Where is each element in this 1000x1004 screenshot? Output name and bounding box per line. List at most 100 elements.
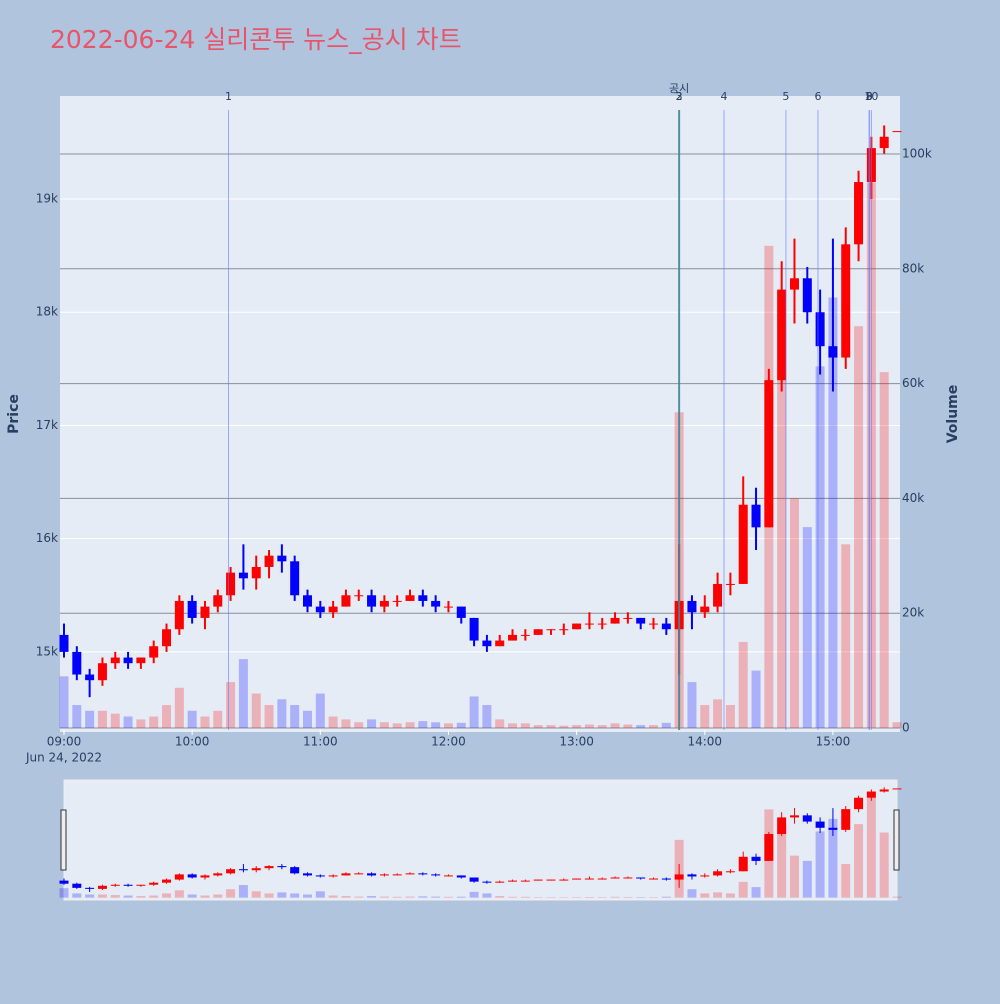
candle-body: [611, 618, 620, 624]
mini-candle: [726, 871, 735, 872]
candle-body: [508, 635, 517, 641]
mini-candle: [675, 874, 684, 879]
volume-bar: [662, 723, 671, 728]
mini-candle: [534, 880, 543, 881]
mini-candle: [482, 882, 491, 883]
mini-candle: [393, 874, 402, 875]
candle-body: [213, 595, 222, 606]
candle-body: [200, 607, 209, 618]
mini-candle: [816, 822, 825, 828]
volume-bar: [636, 725, 645, 728]
candle-body: [303, 595, 312, 606]
mini-candle: [175, 874, 184, 879]
y2-tick-label: 80k: [902, 261, 924, 275]
volume-bar: [431, 722, 440, 728]
y2-axis-title: Volume: [945, 385, 961, 444]
mini-volume-bar: [649, 897, 658, 898]
mini-volume-bar: [239, 885, 248, 898]
mini-candle: [98, 886, 107, 889]
candle-body: [636, 618, 645, 624]
candle-body: [521, 635, 530, 636]
candle-body: [316, 607, 325, 613]
volume-bar: [546, 725, 555, 728]
volume-bar: [406, 722, 415, 728]
mini-candle: [854, 798, 863, 809]
volume-bar: [572, 725, 581, 728]
volume-bar: [534, 725, 543, 728]
x-tick-label: 13:00: [559, 735, 594, 749]
candle-body: [85, 675, 94, 681]
mini-volume-bar: [316, 891, 325, 897]
volume-bar: [482, 705, 491, 728]
volume-bar: [854, 326, 863, 728]
mini-candle: [546, 880, 555, 881]
mini-candle: [662, 879, 671, 880]
candle-body: [495, 641, 504, 647]
candle-body: [239, 573, 248, 579]
mini-candle: [713, 871, 722, 875]
mini-volume-bar: [149, 896, 158, 898]
candle-body: [649, 624, 658, 625]
mini-candle: [893, 788, 902, 789]
mini-volume-bar: [85, 894, 94, 897]
mini-candle: [406, 873, 415, 874]
mini-volume-bar: [303, 894, 312, 897]
volume-bar: [149, 717, 158, 728]
news-label: 10: [864, 90, 878, 103]
mini-candle: [431, 874, 440, 875]
mini-volume-bar: [854, 824, 863, 898]
mini-candle: [72, 884, 81, 888]
candle-body: [854, 182, 863, 244]
volume-bar: [98, 711, 107, 728]
mini-volume-bar: [495, 896, 504, 898]
volume-bar: [713, 699, 722, 728]
candle-body: [60, 635, 69, 652]
volume-bar: [649, 725, 658, 728]
mini-volume-bar: [265, 893, 274, 897]
mini-volume-bar: [252, 891, 261, 897]
volume-bar: [623, 725, 632, 728]
mini-volume-bar: [406, 897, 415, 898]
candle-body: [418, 595, 427, 601]
volume-bar: [72, 705, 81, 728]
volume-bar: [470, 696, 479, 728]
mini-volume-bar: [752, 887, 761, 898]
mini-volume-bar: [329, 896, 338, 898]
volume-bar: [341, 719, 350, 728]
mini-volume-bar: [341, 896, 350, 898]
candle-body: [893, 131, 902, 132]
mini-volume-bar: [636, 897, 645, 898]
volume-bar: [752, 671, 761, 728]
mini-candle: [213, 873, 222, 875]
y-tick-label: 17k: [36, 418, 58, 432]
mini-candle: [149, 883, 158, 885]
slider-handle[interactable]: [61, 810, 66, 870]
volume-bar: [790, 498, 799, 728]
mini-candle: [559, 880, 568, 881]
news-label: 4: [720, 90, 727, 103]
candle-body: [72, 652, 81, 675]
volume-bar: [700, 705, 709, 728]
mini-candle: [636, 877, 645, 878]
mini-volume-bar: [893, 897, 902, 898]
candle-body: [790, 278, 799, 289]
slider-handle[interactable]: [894, 810, 899, 870]
candle-body: [713, 584, 722, 607]
candle-body: [393, 601, 402, 602]
volume-bar: [277, 699, 286, 728]
candle-body: [444, 607, 453, 608]
y-tick-label: 19k: [36, 192, 58, 206]
mini-candle: [111, 885, 120, 886]
mini-volume-bar: [124, 896, 133, 898]
volume-bar: [393, 723, 402, 728]
plot-area: [60, 96, 900, 732]
volume-bar: [111, 714, 120, 728]
candle-body: [687, 601, 696, 612]
mini-candle: [162, 880, 171, 883]
volume-bar: [354, 722, 363, 728]
y2-tick-label: 0: [902, 720, 910, 734]
mini-candle: [777, 817, 786, 834]
mini-volume-bar: [585, 897, 594, 898]
mini-volume-bar: [816, 831, 825, 897]
mini-volume-bar: [98, 894, 107, 897]
